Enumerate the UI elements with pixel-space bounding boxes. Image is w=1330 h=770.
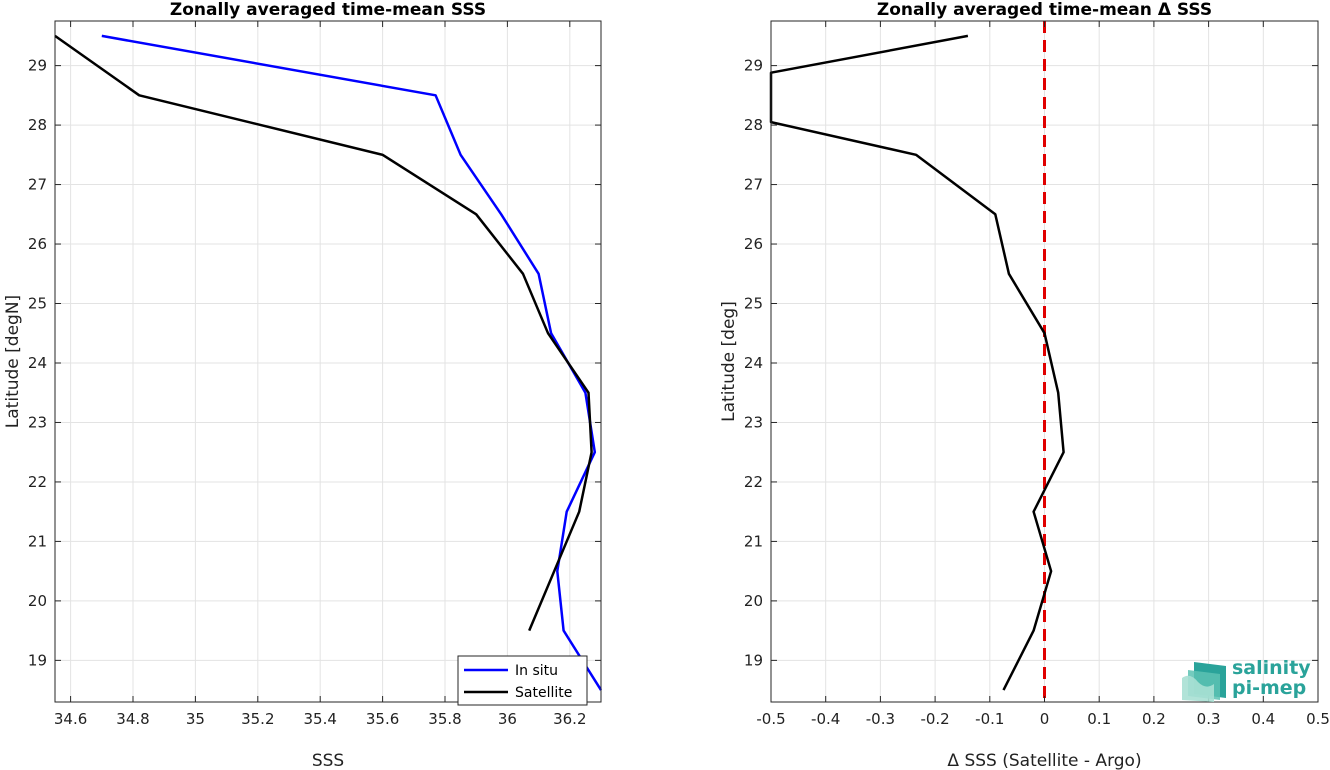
logo-text-line1: salinity — [1232, 657, 1311, 679]
y-tick-label: 26 — [28, 235, 47, 253]
y-tick-label: 23 — [744, 413, 763, 431]
x-tick-label: 35.8 — [428, 710, 461, 728]
legend: In situ Satellite — [457, 655, 588, 706]
y-tick-label: 29 — [28, 57, 47, 75]
x-tick-label: -0.4 — [811, 710, 840, 728]
delta-sss-chart: -0.5 -0.4 -0.3 -0.2 -0.1 0 0.1 0.2 0.3 0.4 0.5 19 20… — [719, 0, 1330, 770]
legend-label: In situ — [515, 663, 558, 679]
y-tick-label: 27 — [28, 176, 47, 194]
wave-logo-icon — [1182, 662, 1226, 702]
x-tick-label: -0.2 — [920, 710, 949, 728]
logo-text-line2: pi-mep — [1232, 677, 1307, 699]
axes-box — [54, 20, 602, 703]
x-tick-label: 36 — [498, 710, 517, 728]
x-tick-label: 34.8 — [116, 710, 149, 728]
y-tick-label: 19 — [744, 651, 763, 669]
chart-title: Zonally averaged time-mean Δ SSS — [877, 0, 1212, 20]
y-tick-label: 27 — [744, 176, 763, 194]
y-tick-label: 20 — [744, 592, 763, 610]
series-line-satellite — [54, 34, 593, 632]
x-tick-label: 0 — [1040, 710, 1050, 728]
y-axis-label: Latitude [deg] — [719, 301, 739, 422]
x-tick-label: 36.2 — [553, 710, 586, 728]
x-tick-label: 0.1 — [1087, 710, 1111, 728]
x-tick-label: 35.4 — [303, 710, 336, 728]
x-axis-label: Δ SSS (Satellite - Argo) — [947, 751, 1141, 770]
y-tick-label: 22 — [744, 473, 763, 491]
y-tick-label: 25 — [744, 295, 763, 313]
y-tick-label: 21 — [28, 532, 47, 550]
plot-area — [55, 21, 601, 702]
x-tick-label: 0.5 — [1306, 710, 1330, 728]
x-tick-label: 34.6 — [54, 710, 87, 728]
x-tick-label: -0.3 — [866, 710, 895, 728]
legend-box — [457, 655, 588, 706]
y-tick-label: 24 — [744, 354, 763, 372]
legend-label: Satellite — [515, 685, 572, 701]
y-tick-label: 19 — [28, 651, 47, 669]
x-axis-label: SSS — [312, 751, 344, 770]
x-tick-label: 35 — [186, 710, 205, 728]
x-tick-label: 0.4 — [1251, 710, 1275, 728]
y-tick-label: 28 — [28, 116, 47, 134]
y-axis-label: Latitude [degN] — [3, 295, 23, 428]
y-tick-label: 24 — [28, 354, 47, 372]
y-tick-label: 21 — [744, 532, 763, 550]
y-tick-label: 28 — [744, 116, 763, 134]
y-tick-label: 23 — [28, 413, 47, 431]
y-tick-label: 26 — [744, 235, 763, 253]
x-tick-label: 35.6 — [366, 710, 399, 728]
y-tick-label: 29 — [744, 57, 763, 75]
x-tick-label: -0.5 — [756, 710, 785, 728]
salinity-pimep-logo: salinity pi-mep — [1180, 658, 1312, 706]
sss-chart: 34.6 34.8 35 35.2 35.4 35.6 35.8 36 36.2 19 20 21 22… — [3, 0, 603, 770]
y-tick-label: 25 — [28, 295, 47, 313]
y-tick-label: 20 — [28, 592, 47, 610]
chart-title: Zonally averaged time-mean SSS — [170, 0, 486, 20]
x-tick-label: -0.1 — [975, 710, 1004, 728]
x-tick-label: 0.2 — [1142, 710, 1166, 728]
y-tick-label: 22 — [28, 473, 47, 491]
x-tick-label: 0.3 — [1197, 710, 1221, 728]
x-tick-label: 35.2 — [241, 710, 274, 728]
